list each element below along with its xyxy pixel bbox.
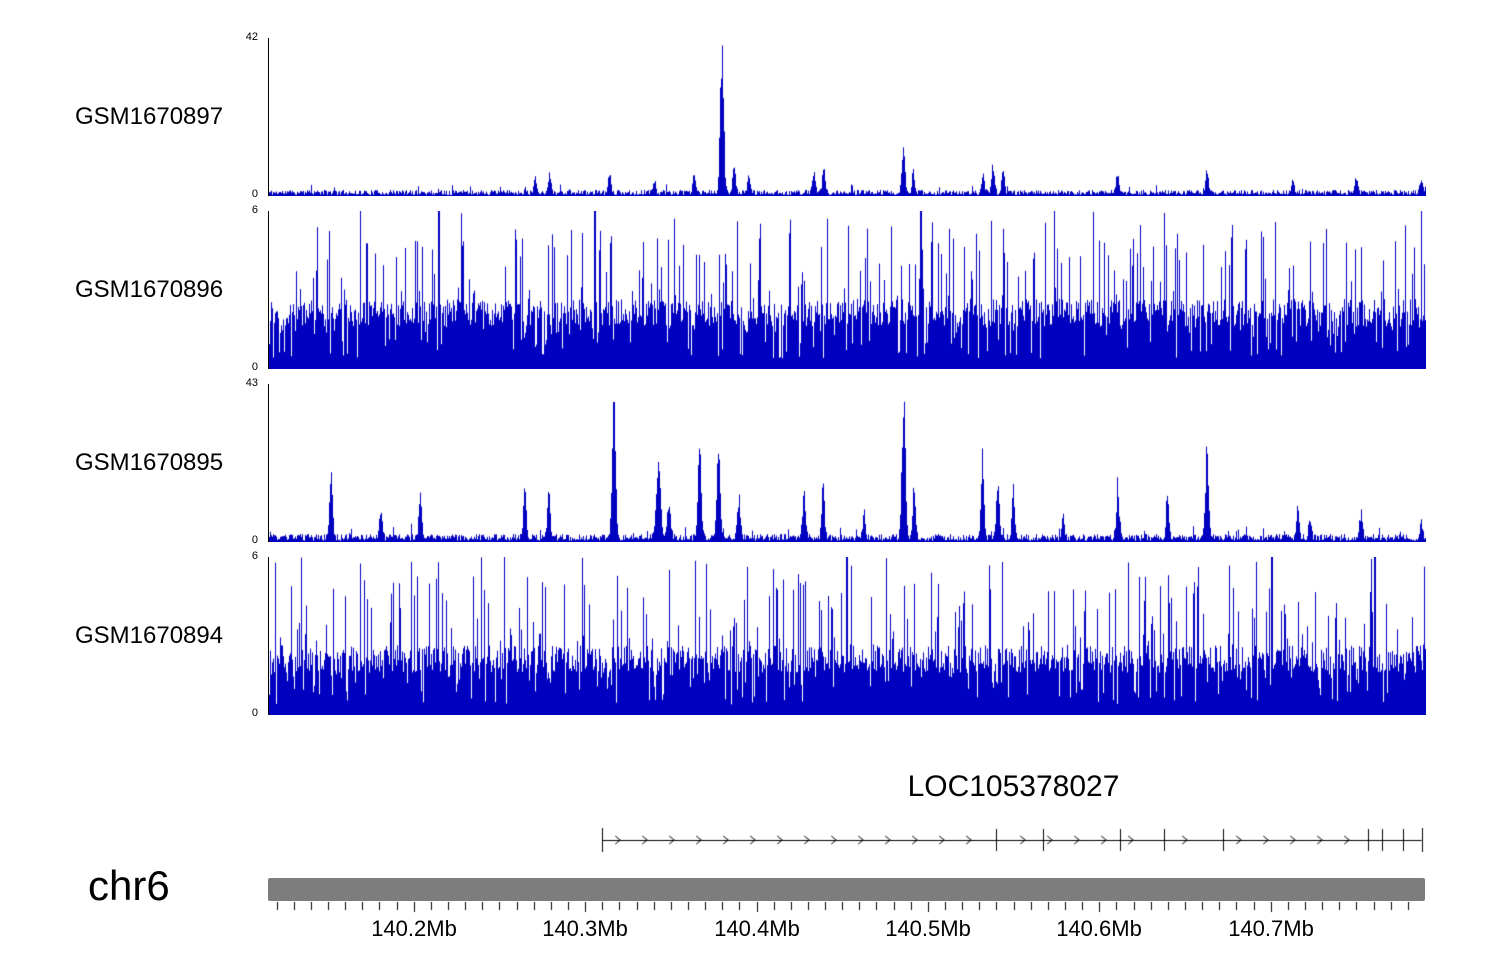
chromosome-ideogram-bar xyxy=(268,878,1425,901)
y-axis-max-label: 6 xyxy=(251,550,258,562)
signal-track-plot xyxy=(268,384,1426,542)
y-axis-min-label: 0 xyxy=(251,188,258,200)
gene-name-label: LOC105378027 xyxy=(907,770,1120,803)
y-axis-max-label: 6 xyxy=(251,204,258,216)
axis-tick-label: 140.5Mb xyxy=(885,916,971,941)
y-axis-max-label: 43 xyxy=(245,377,258,389)
track-label-gsm1670894: GSM1670894 xyxy=(75,622,224,649)
signal-track-canvas-gsm1670896 xyxy=(269,211,1426,369)
signal-track-canvas-gsm1670895 xyxy=(269,384,1426,542)
chromosome-label: chr6 xyxy=(88,862,170,909)
track-label-gsm1670897: GSM1670897 xyxy=(75,103,224,130)
track-label-gsm1670895: GSM1670895 xyxy=(75,449,224,476)
signal-track-canvas-gsm1670897 xyxy=(269,38,1426,196)
axis-tick-label: 140.6Mb xyxy=(1056,916,1142,941)
axis-tick-label: 140.3Mb xyxy=(542,916,628,941)
track-label-gsm1670896: GSM1670896 xyxy=(75,276,224,303)
gene-structure-canvas xyxy=(268,818,1425,862)
coordinate-axis-ticks-canvas xyxy=(268,902,1425,914)
gene-structure-track xyxy=(268,818,1425,867)
y-axis-max-label: 42 xyxy=(245,31,258,43)
signal-track-plot xyxy=(268,557,1426,715)
y-axis-min-label: 0 xyxy=(251,707,258,719)
axis-tick-label: 140.4Mb xyxy=(714,916,800,941)
axis-tick-label: 140.7Mb xyxy=(1228,916,1314,941)
signal-track-canvas-gsm1670894 xyxy=(269,557,1426,715)
coordinate-axis xyxy=(268,901,1425,919)
y-axis-min-label: 0 xyxy=(251,534,258,546)
signal-track-plot xyxy=(268,38,1426,196)
axis-tick-label: 140.2Mb xyxy=(371,916,457,941)
y-axis-min-label: 0 xyxy=(251,361,258,373)
signal-track-plot xyxy=(268,211,1426,369)
